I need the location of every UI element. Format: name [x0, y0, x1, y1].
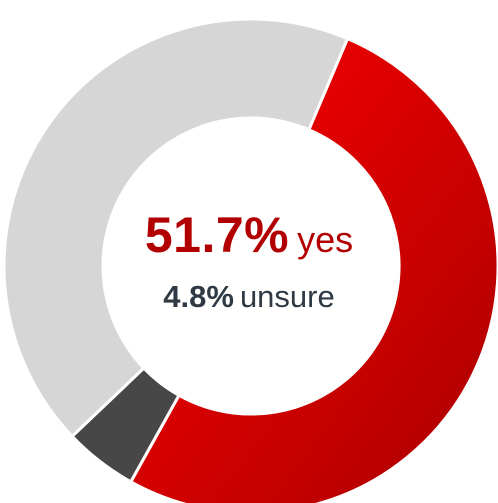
donut-slices [2, 17, 498, 503]
unsure-center-label: 4.8% unsure [0, 276, 498, 324]
yes-center-label: 51.7% yes [0, 204, 498, 279]
unsure-percentage: 4.8% [163, 279, 234, 314]
slice-no [2, 17, 350, 439]
yes-percentage: 51.7% [144, 207, 290, 263]
slice-yes [128, 36, 498, 503]
yes-word: yes [297, 219, 354, 260]
unsure-word: unsure [239, 279, 335, 314]
